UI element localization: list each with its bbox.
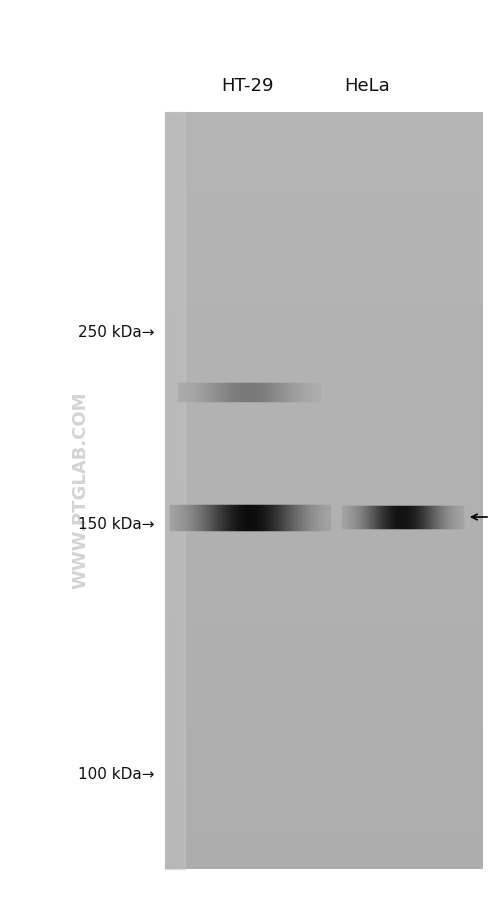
Text: HT-29: HT-29 — [221, 77, 274, 95]
Text: WWW.PTGLAB.COM: WWW.PTGLAB.COM — [71, 391, 89, 588]
Text: 150 kDa→: 150 kDa→ — [78, 517, 155, 532]
Text: 100 kDa→: 100 kDa→ — [78, 767, 155, 782]
Text: HeLa: HeLa — [344, 77, 391, 95]
Text: 250 kDa→: 250 kDa→ — [78, 325, 155, 340]
